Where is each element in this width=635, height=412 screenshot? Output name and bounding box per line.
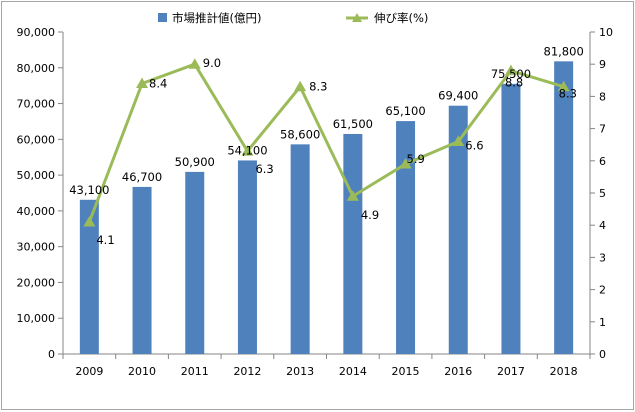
y-right-tick-label: 9 bbox=[599, 58, 606, 71]
x-tick-label: 2009 bbox=[75, 365, 103, 378]
bar-2011 bbox=[185, 171, 205, 354]
growth-rate-marker-2012 bbox=[241, 145, 254, 156]
y-right-tick-label: 6 bbox=[599, 155, 606, 168]
x-tick-label: 2018 bbox=[550, 365, 578, 378]
bar-2014 bbox=[343, 133, 363, 354]
y-left-tick-label: 20,000 bbox=[17, 276, 56, 289]
data-labels: 43,100 46,700 50,900 54,100 58,600 61,500 65,1… bbox=[69, 44, 584, 247]
growth-rate-marker-2016 bbox=[452, 135, 465, 146]
legend-bar-label: 市場推計値(億円) bbox=[172, 11, 261, 25]
growth-rate-marker-2017 bbox=[504, 64, 517, 76]
growth-rate-marker-2013 bbox=[294, 80, 307, 92]
legend-line-label: 伸び率(%) bbox=[374, 11, 428, 25]
x-tick-label: 2010 bbox=[128, 365, 156, 378]
growth-rate-marker-2015 bbox=[399, 158, 412, 169]
bar-value-label-2010: 46,700 bbox=[122, 170, 162, 184]
x-tick-label: 2011 bbox=[181, 365, 209, 378]
axes: 0 10,000 20,000 30,000 40,000 50,000 60,000 70,… bbox=[17, 26, 614, 378]
bar-value-label-2011: 50,900 bbox=[175, 155, 215, 169]
growth-rate-marker-2010 bbox=[136, 77, 149, 89]
y-right-tick-label: 4 bbox=[599, 219, 606, 232]
bar-2015 bbox=[396, 121, 416, 354]
x-tick-label: 2012 bbox=[233, 365, 261, 378]
line-value-label-2018: 8.3 bbox=[559, 87, 577, 101]
y-right-tick-label: 7 bbox=[599, 123, 606, 136]
x-tick-label: 2013 bbox=[286, 365, 314, 378]
line-value-label-2010: 8.4 bbox=[149, 77, 167, 91]
line-value-label-2009: 4.1 bbox=[96, 233, 114, 247]
line-series bbox=[83, 58, 570, 227]
y-left-tick-label: 50,000 bbox=[17, 169, 56, 182]
x-tick-label: 2014 bbox=[339, 365, 367, 378]
y-right-tick-label: 0 bbox=[599, 348, 606, 361]
bar-value-label-2015: 65,100 bbox=[385, 104, 425, 118]
bar-2013 bbox=[290, 144, 310, 354]
growth-rate-marker-2014 bbox=[346, 190, 359, 201]
bar-value-label-2017: 75,500 bbox=[491, 67, 531, 81]
growth-rate-marker-2018 bbox=[557, 80, 570, 92]
bar-value-label-2009: 43,100 bbox=[69, 183, 109, 197]
bar-value-label-2018: 81,800 bbox=[544, 44, 584, 58]
y-left-tick-label: 80,000 bbox=[17, 62, 56, 75]
line-value-label-2015: 5.9 bbox=[407, 152, 425, 166]
line-value-label-2013: 8.3 bbox=[309, 80, 327, 94]
legend: 市場推計値(億円) 伸び率(%) bbox=[158, 11, 428, 25]
growth-rate-marker-2009 bbox=[83, 215, 96, 227]
y-left-tick-label: 10,000 bbox=[17, 312, 56, 325]
y-right-tick-label: 2 bbox=[599, 284, 606, 297]
x-tick-label: 2017 bbox=[497, 365, 525, 378]
y-left-tick-label: 0 bbox=[48, 348, 55, 361]
y-left-tick-label: 70,000 bbox=[17, 98, 56, 111]
bar-value-label-2013: 58,600 bbox=[280, 127, 320, 141]
bar-2009 bbox=[79, 199, 99, 354]
line-value-label-2011: 9.0 bbox=[203, 56, 221, 70]
bar-value-label-2014: 61,500 bbox=[333, 117, 373, 131]
bar-2018 bbox=[554, 61, 574, 355]
x-tick-label: 2016 bbox=[444, 365, 472, 378]
y-left-tick-label: 40,000 bbox=[17, 205, 56, 218]
bar-2017 bbox=[501, 83, 521, 354]
y-right-tick-label: 8 bbox=[599, 90, 606, 103]
y-right-tick-label: 1 bbox=[599, 316, 606, 329]
bar-value-label-2012: 54,100 bbox=[227, 143, 267, 157]
bar-value-label-2016: 69,400 bbox=[438, 89, 478, 103]
x-tick-label: 2015 bbox=[392, 365, 420, 378]
bar-2010 bbox=[132, 186, 152, 354]
y-right-tick-label: 10 bbox=[599, 26, 613, 39]
growth-rate-marker-2011 bbox=[188, 58, 201, 69]
legend-bar-swatch bbox=[158, 13, 167, 22]
y-right-tick-label: 5 bbox=[599, 187, 606, 200]
y-left-tick-label: 90,000 bbox=[17, 26, 56, 39]
bar-2012 bbox=[237, 160, 257, 354]
legend-line-marker bbox=[352, 13, 362, 22]
y-right-tick-label: 3 bbox=[599, 251, 606, 264]
bar-series bbox=[79, 61, 574, 355]
line-value-label-2014: 4.9 bbox=[361, 208, 379, 222]
line-value-label-2016: 6.6 bbox=[465, 138, 483, 152]
y-left-tick-label: 60,000 bbox=[17, 133, 56, 146]
growth-rate-line bbox=[87, 62, 565, 223]
bar-2016 bbox=[448, 105, 468, 354]
line-value-label-2017: 8.8 bbox=[505, 76, 523, 90]
y-left-tick-label: 30,000 bbox=[17, 241, 56, 254]
line-value-label-2012: 6.3 bbox=[255, 162, 273, 176]
